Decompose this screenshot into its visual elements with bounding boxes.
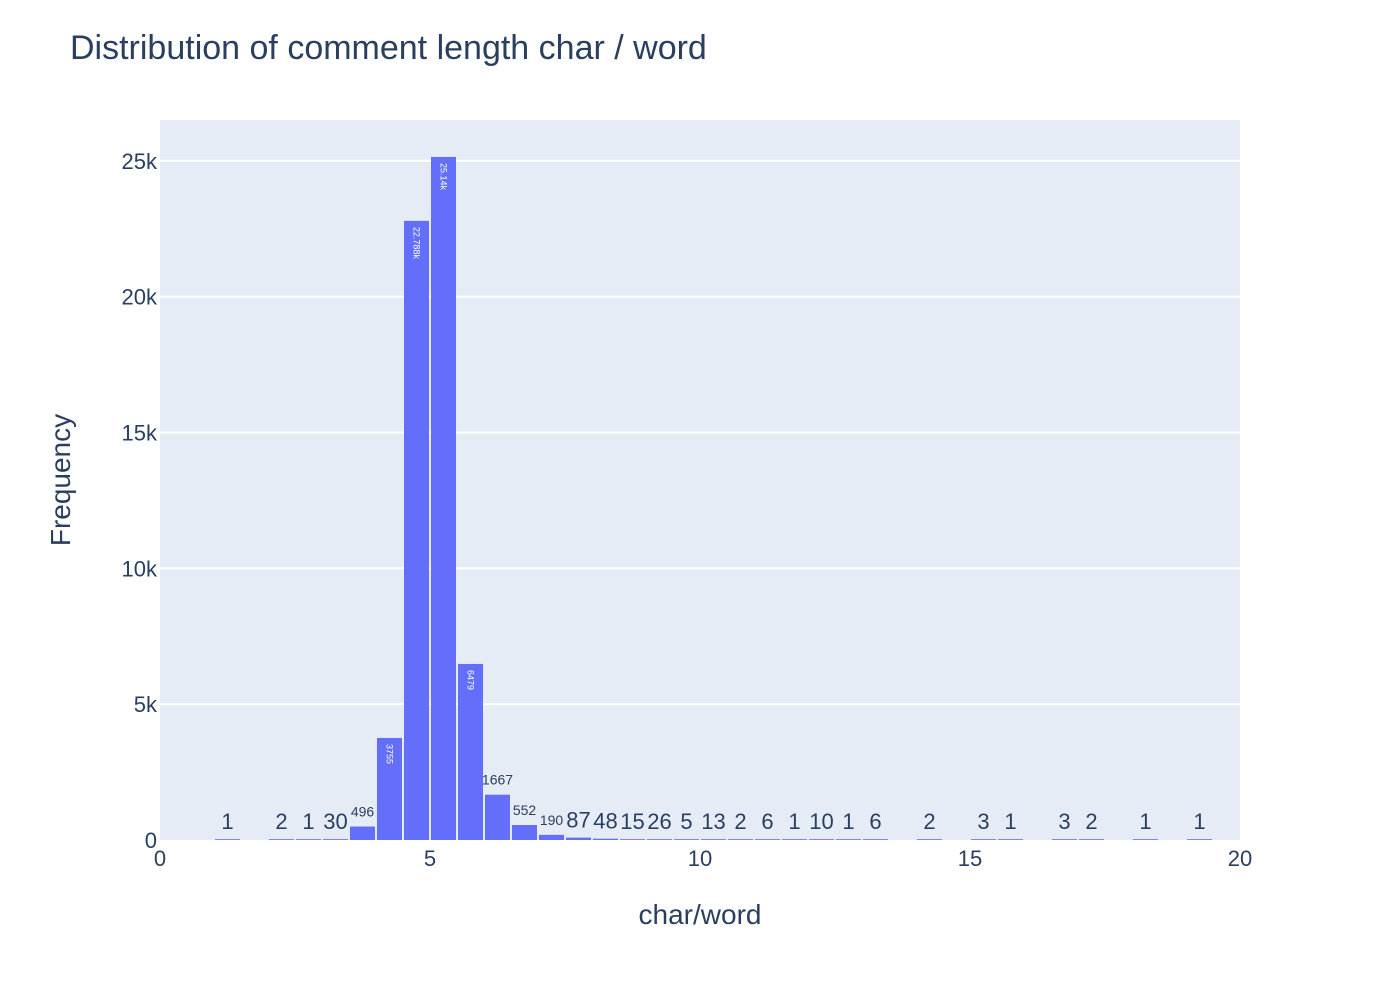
bar-value-label: 1 [1139, 809, 1151, 834]
x-tick-label: 20 [1228, 846, 1252, 871]
histogram-bar [1052, 839, 1077, 840]
histogram-bar [863, 839, 888, 840]
histogram-bar [917, 839, 942, 840]
bar-value-label: 1 [1193, 809, 1205, 834]
x-axis-ticks: 0 5 10 15 20 [154, 846, 1252, 871]
bar-value-label: 48 [593, 809, 617, 834]
chart-title: Distribution of comment length char / wo… [70, 29, 707, 67]
bar-value-label: 6 [761, 809, 773, 834]
histogram-bar [620, 839, 645, 840]
histogram-bar [404, 220, 429, 840]
bar-value-label: 6 [869, 809, 881, 834]
y-tick-label: 10k [122, 556, 158, 581]
bar-value-label: 3 [1058, 809, 1070, 834]
bar-value-label: 496 [351, 804, 375, 820]
bar-value-label: 15 [620, 809, 644, 834]
histogram-bar [215, 839, 240, 840]
histogram-bar [296, 839, 321, 840]
histogram-bar [377, 737, 402, 840]
bar-value-label: 6479 [466, 670, 476, 690]
histogram-bar [809, 839, 834, 840]
bars [215, 156, 1212, 841]
bar-value-label: 10 [809, 809, 833, 834]
histogram-bar [836, 839, 861, 840]
bar-value-label: 87 [566, 808, 590, 833]
x-tick-label: 0 [154, 846, 166, 871]
histogram-bar [485, 794, 510, 840]
histogram-bar [431, 156, 456, 841]
x-tick-label: 15 [958, 846, 982, 871]
histogram-bar [593, 838, 618, 840]
histogram-bar [1133, 839, 1158, 840]
histogram-bar [350, 826, 375, 840]
bar-value-label: 3755 [385, 744, 395, 764]
x-axis-title: char/word [639, 899, 762, 930]
y-tick-label: 25k [122, 149, 158, 174]
y-tick-label: 20k [122, 285, 158, 310]
y-tick-label: 15k [122, 420, 158, 445]
histogram-bar [458, 663, 483, 840]
histogram-bar [971, 839, 996, 840]
y-axis-ticks: 0 5k 10k 15k 20k 25k [122, 149, 158, 853]
histogram-bar [539, 834, 564, 840]
histogram-bar [269, 839, 294, 840]
histogram-bar [701, 839, 726, 840]
bar-value-label: 1 [788, 809, 800, 834]
histogram-bar [323, 839, 348, 840]
plot-area [160, 120, 1240, 840]
y-tick-label: 5k [134, 692, 158, 717]
bar-value-label: 26 [647, 809, 671, 834]
bar-value-label: 1 [221, 809, 233, 834]
y-axis-title: Frequency [45, 414, 76, 546]
histogram-bar [755, 839, 780, 840]
bar-value-label: 1 [842, 809, 854, 834]
bar-value-label: 190 [540, 812, 564, 828]
bar-value-label: 2 [734, 809, 746, 834]
histogram-bar [782, 839, 807, 840]
bar-value-label: 552 [513, 802, 537, 818]
bar-value-label: 3 [977, 809, 989, 834]
histogram-bar [728, 839, 753, 840]
bar-value-label: 1 [1004, 809, 1016, 834]
bar-value-label: 2 [275, 809, 287, 834]
bar-value-label: 22.788k [412, 227, 422, 260]
histogram-bar [674, 839, 699, 840]
histogram-bar [512, 825, 537, 840]
histogram-bar [1079, 839, 1104, 840]
bar-value-label: 2 [923, 809, 935, 834]
histogram-bar [566, 837, 591, 840]
bar-value-label: 25.14k [439, 163, 449, 191]
bar-value-label: 30 [323, 809, 347, 834]
x-tick-label: 5 [424, 846, 436, 871]
bar-value-label: 13 [701, 809, 725, 834]
bar-value-label: 1 [302, 809, 314, 834]
y-tick-label: 0 [145, 828, 157, 853]
grid-lines [160, 159, 1240, 706]
histogram-bar [1187, 839, 1212, 840]
bar-value-label: 5 [680, 809, 692, 834]
bar-value-label: 2 [1085, 809, 1097, 834]
histogram-bar [998, 839, 1023, 840]
histogram-bar [647, 839, 672, 840]
bar-value-label: 1667 [482, 772, 513, 788]
x-tick-label: 10 [688, 846, 712, 871]
